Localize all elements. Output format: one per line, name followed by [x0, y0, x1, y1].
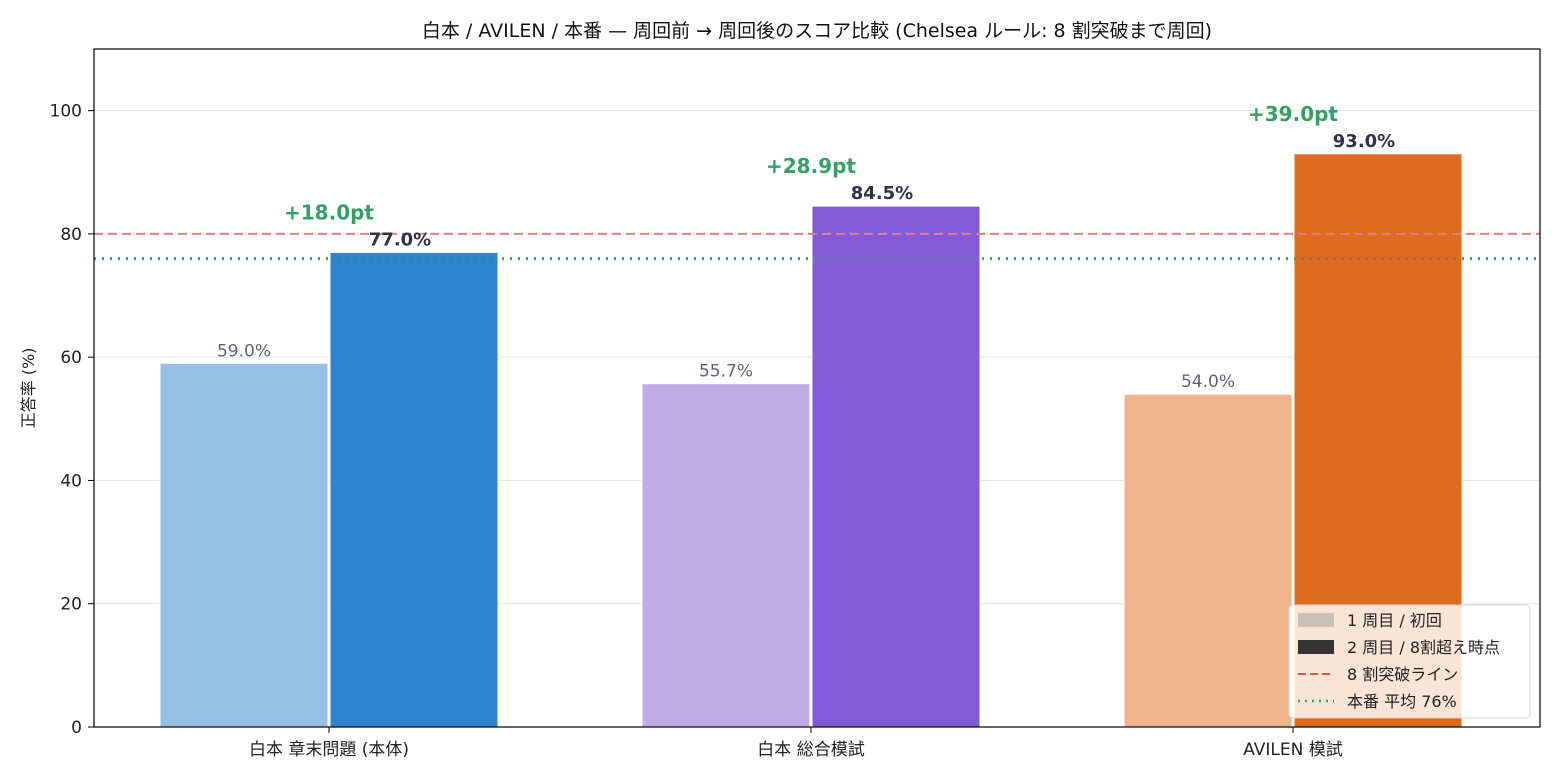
y-tick-label: 80 — [60, 225, 82, 245]
reference-lines — [94, 232, 1540, 261]
y-tick-label: 60 — [60, 348, 82, 368]
bar-value-label-after: 93.0% — [1333, 131, 1395, 152]
legend-label: 本番 平均 76% — [1347, 692, 1457, 711]
bar-value-label-before: 54.0% — [1181, 372, 1235, 392]
y-tick-label: 40 — [60, 471, 82, 491]
bar-value-label-after: 84.5% — [851, 183, 913, 204]
bar-value-label-after: 77.0% — [369, 229, 431, 250]
bar-after-0 — [329, 251, 499, 728]
bar-after-1 — [811, 205, 981, 728]
bars — [159, 153, 1463, 728]
axes: 0 20 40 60 80 100 白本 章末問題 (本体) 白本 総合模試 AVILEN 模試 — [50, 102, 1343, 760]
bar-before-1 — [641, 383, 811, 728]
y-axis-label: 正答率 (%) — [19, 348, 38, 429]
delta-label: +39.0pt — [1248, 102, 1338, 126]
legend-swatch-1 — [1298, 640, 1334, 654]
delta-label: +28.9pt — [766, 154, 856, 178]
plot-frame — [93, 48, 1541, 728]
x-tick-label: AVILEN 模試 — [1243, 740, 1343, 760]
x-tick-label: 白本 章末問題 (本体) — [249, 740, 409, 760]
bar-value-label-before: 55.7% — [699, 362, 753, 382]
legend-label: 2 周目 / 8割超え時点 — [1347, 638, 1500, 657]
legend-box — [1288, 604, 1531, 719]
chart-title: 白本 / AVILEN / 本番 — 周回前 → 周回後のスコア比較 (Chel… — [422, 20, 1212, 42]
legend-swatch-0 — [1298, 613, 1334, 627]
delta-label: +18.0pt — [284, 200, 374, 224]
legend-label: 8 割突破ライン — [1347, 665, 1458, 684]
y-tick-label: 0 — [71, 718, 82, 738]
x-tick-label: 白本 総合模試 — [757, 740, 864, 760]
legend-label: 1 周目 / 初回 — [1347, 611, 1442, 630]
data-labels: 59.0% 77.0% +18.0pt 55.7% 84.5% +28.9pt 54.0% 9… — [217, 102, 1395, 392]
y-tick-label: 100 — [50, 102, 82, 122]
bar-before-0 — [159, 362, 329, 728]
bar-before-2 — [1123, 393, 1293, 728]
y-tick-label: 20 — [60, 595, 82, 615]
bar-value-label-before: 59.0% — [217, 341, 271, 361]
